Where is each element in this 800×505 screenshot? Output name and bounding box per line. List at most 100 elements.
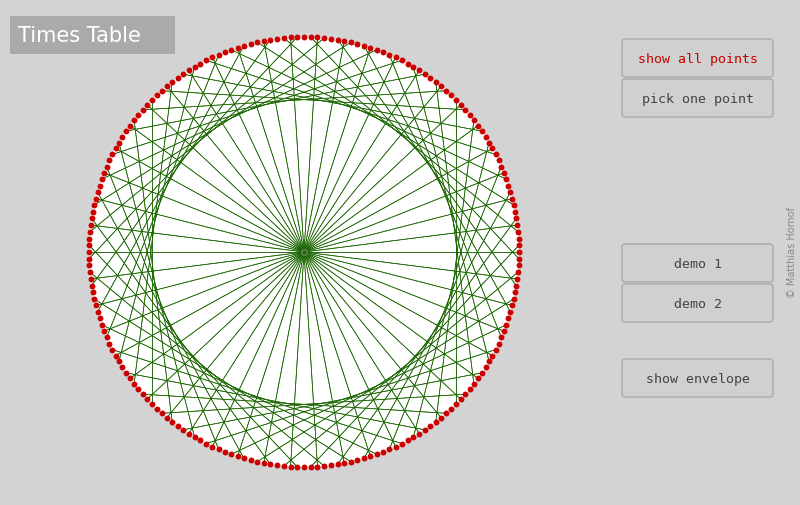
Text: show envelope: show envelope: [646, 372, 750, 385]
Point: [475, 369, 488, 377]
Point: [331, 36, 344, 44]
Point: [100, 163, 113, 171]
Point: [98, 327, 110, 335]
Point: [502, 315, 515, 323]
Point: [459, 107, 472, 115]
Point: [377, 448, 390, 456]
Point: [171, 75, 184, 83]
Point: [83, 228, 96, 236]
Point: [510, 215, 522, 223]
Point: [509, 289, 522, 297]
Point: [103, 340, 116, 348]
Point: [358, 454, 370, 463]
Point: [284, 463, 297, 471]
Point: [250, 458, 263, 466]
Point: [479, 133, 492, 141]
Point: [506, 195, 518, 203]
Point: [146, 400, 158, 408]
Point: [113, 139, 126, 147]
Point: [311, 463, 324, 471]
Point: [486, 145, 499, 153]
Point: [502, 182, 515, 190]
Point: [116, 133, 129, 141]
Point: [250, 39, 263, 47]
Point: [389, 55, 402, 63]
Point: [238, 42, 250, 50]
Point: [325, 35, 338, 43]
FancyBboxPatch shape: [622, 359, 773, 397]
Point: [351, 457, 364, 465]
Point: [141, 102, 154, 110]
Point: [244, 457, 257, 465]
Point: [90, 302, 102, 310]
Point: [238, 454, 250, 463]
Point: [109, 145, 122, 153]
Point: [492, 340, 505, 348]
Point: [291, 463, 304, 471]
Point: [200, 57, 213, 65]
Point: [83, 262, 96, 270]
Point: [177, 426, 190, 434]
Point: [95, 176, 108, 184]
Point: [424, 422, 437, 430]
Point: [86, 282, 98, 290]
Point: [166, 79, 178, 87]
Point: [370, 450, 383, 459]
Point: [504, 309, 517, 317]
Point: [298, 463, 310, 471]
Point: [225, 46, 238, 55]
Point: [88, 295, 101, 304]
Point: [389, 442, 402, 450]
Point: [166, 418, 178, 426]
Text: demo 1: demo 1: [674, 257, 722, 270]
Point: [418, 71, 431, 79]
Point: [90, 195, 102, 203]
Point: [513, 248, 526, 257]
Point: [413, 430, 426, 438]
Point: [98, 170, 110, 178]
Point: [495, 334, 508, 342]
Point: [304, 463, 317, 471]
Point: [132, 385, 145, 393]
Point: [113, 358, 126, 366]
Point: [318, 35, 330, 43]
Point: [445, 92, 458, 100]
Point: [430, 418, 442, 426]
Point: [244, 40, 257, 48]
FancyBboxPatch shape: [622, 244, 773, 282]
Point: [83, 269, 96, 277]
Point: [463, 385, 476, 393]
Point: [467, 117, 480, 125]
Point: [318, 462, 330, 470]
Point: [512, 269, 525, 277]
Circle shape: [89, 38, 519, 467]
Point: [84, 222, 97, 230]
Point: [430, 79, 442, 87]
Point: [264, 36, 277, 44]
Point: [212, 52, 225, 60]
Point: [500, 176, 513, 184]
Point: [512, 235, 525, 243]
Point: [206, 55, 219, 63]
Point: [100, 334, 113, 342]
Point: [383, 445, 396, 453]
Point: [86, 215, 98, 223]
Point: [492, 157, 505, 165]
Point: [504, 188, 517, 196]
Point: [338, 38, 350, 46]
Point: [258, 459, 270, 467]
Point: [489, 151, 502, 159]
Point: [513, 242, 526, 250]
Point: [489, 346, 502, 354]
Point: [298, 34, 310, 42]
Point: [511, 275, 524, 283]
Point: [358, 42, 370, 50]
Point: [194, 436, 207, 444]
Point: [82, 242, 95, 250]
Point: [498, 170, 510, 178]
Point: [338, 459, 350, 467]
Point: [124, 375, 137, 383]
Point: [231, 44, 244, 53]
Point: [188, 64, 201, 72]
FancyBboxPatch shape: [622, 80, 773, 118]
